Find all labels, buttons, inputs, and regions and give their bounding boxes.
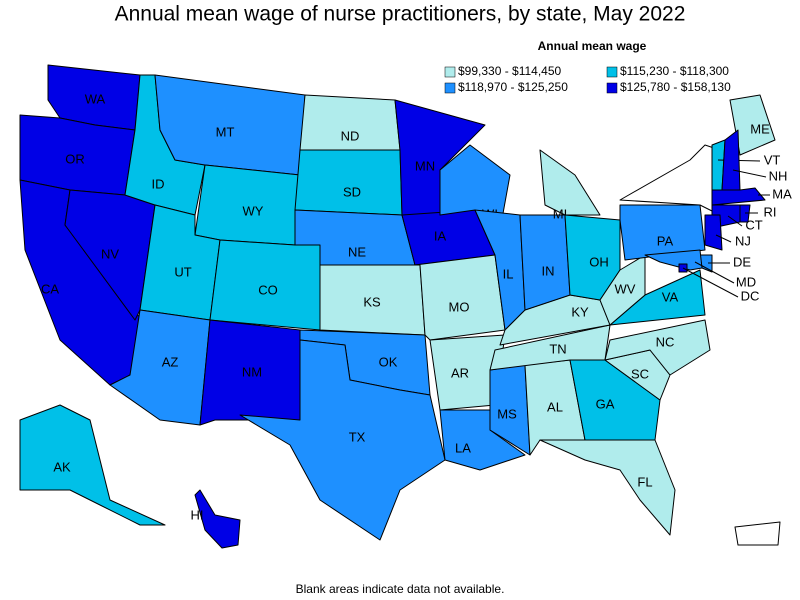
state-label: AR	[451, 365, 469, 380]
state-shape	[294, 149, 403, 216]
territory-no-data	[734, 521, 781, 546]
state-label: LA	[455, 440, 471, 455]
state-shape	[194, 489, 241, 549]
map-title: Annual mean wage of nurse practitioners,…	[115, 3, 686, 26]
states: WA OR CA NV ID MT WY UT CO AZ NM ND SD NE KS OK TX MN IA MO…	[19, 64, 792, 549]
state-label: ND	[341, 128, 360, 143]
legend-swatch	[444, 66, 456, 78]
state-label: OK	[379, 354, 398, 369]
callout-line	[727, 215, 743, 227]
state-label: WY	[243, 203, 264, 218]
state-label: AL	[547, 399, 563, 414]
state-label: KY	[571, 304, 589, 319]
state-label: CT	[745, 217, 762, 232]
state-label: MI	[553, 206, 567, 221]
legend-label: $99,330 - $114,450	[458, 64, 562, 78]
state-label: MN	[415, 158, 435, 173]
state-label: SC	[631, 366, 649, 381]
state-label: NH	[769, 168, 788, 183]
state-label: TN	[549, 341, 566, 356]
legend-swatch	[444, 82, 456, 94]
state-label: TX	[349, 429, 366, 444]
state-label: NC	[656, 334, 675, 349]
state-label: ME	[750, 121, 770, 136]
state-label: IA	[434, 228, 447, 243]
legend-label: $125,780 - $158,130	[620, 80, 731, 94]
state-label: IN	[542, 263, 555, 278]
state-shape	[569, 359, 661, 441]
state-label: VT	[764, 152, 781, 167]
state-shape	[721, 129, 741, 191]
state-label: MS	[497, 406, 517, 421]
state-label: AZ	[162, 354, 179, 369]
state-shape	[414, 254, 506, 341]
state-label: WV	[615, 281, 636, 296]
state-label: KS	[363, 294, 381, 309]
state-label: ID	[152, 176, 165, 191]
legend-swatch	[606, 82, 618, 94]
state-label: NM	[242, 364, 262, 379]
legend-label: $115,230 - $118,300	[620, 64, 729, 78]
state-label: HI	[191, 507, 204, 522]
state-shape	[711, 187, 766, 206]
state-shape	[539, 439, 676, 536]
state-label: CA	[41, 281, 59, 296]
state-label: NV	[101, 246, 119, 261]
state-shape	[704, 214, 723, 251]
state-label: DC	[741, 288, 760, 303]
state-label: IL	[503, 266, 514, 281]
state-label: UT	[174, 264, 191, 279]
state-shape	[599, 254, 646, 326]
state-label: NE	[348, 244, 366, 259]
state-label: MD	[736, 274, 756, 289]
state-label: FL	[637, 474, 652, 489]
state-shape	[539, 149, 601, 216]
callout-line	[682, 267, 739, 298]
state-label: SD	[343, 184, 361, 199]
state-label: GA	[596, 396, 615, 411]
state-label: VA	[662, 289, 679, 304]
legend-title: Annual mean wage	[538, 39, 647, 53]
state-label: DE	[733, 254, 751, 269]
callout-line	[732, 169, 767, 178]
state-label: RI	[764, 204, 777, 219]
state-label: CO	[258, 282, 278, 297]
footnote: Blank areas indicate data not available.	[296, 582, 505, 596]
state-shape	[604, 319, 711, 376]
state-shape	[239, 339, 446, 541]
legend-label: $118,970 - $125,250	[458, 80, 568, 94]
state-label: MO	[449, 299, 470, 314]
state-label: PA	[657, 233, 674, 248]
state-label: NJ	[735, 233, 751, 248]
state-label: AK	[53, 459, 71, 474]
callout-line	[715, 234, 732, 243]
callout-line	[694, 261, 735, 284]
state-shape	[644, 249, 703, 271]
state-label: OR	[65, 151, 85, 166]
state-label: WA	[85, 91, 106, 106]
state-label: MA	[772, 186, 792, 201]
state-label: OH	[589, 254, 609, 269]
state-shape	[19, 404, 166, 526]
state-label: MT	[216, 124, 235, 139]
legend-swatch	[606, 66, 618, 78]
